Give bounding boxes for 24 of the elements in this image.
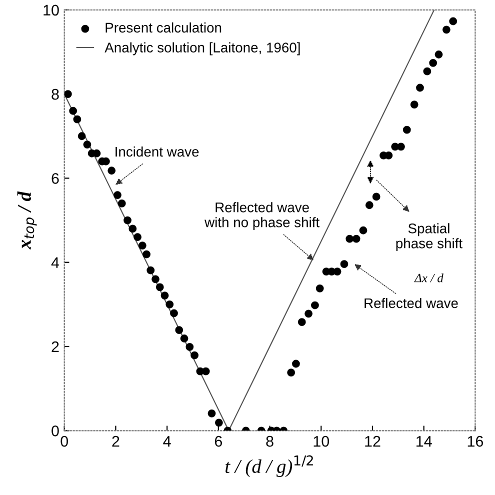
y-tick-label: 10	[44, 4, 59, 16]
x-tick-label: 12	[365, 436, 380, 447]
y-tick-label: 0	[52, 426, 59, 436]
y-tick-label: 6	[52, 173, 59, 184]
y-tick-label: 4	[51, 257, 60, 268]
x-tick-label: 4	[163, 436, 171, 447]
x-tick-label: 0	[60, 436, 68, 447]
annotation: Spatial phase shift	[396, 223, 462, 252]
y-axis-title: x$_{top}$ / d	[17, 191, 37, 250]
annotation: Δx / d	[414, 274, 444, 282]
annotation: Reflected wave	[364, 298, 458, 308]
x-tick-label: 8	[266, 436, 274, 447]
legend-label: Present calculation	[106, 22, 222, 33]
x-tick-label: 6	[214, 436, 222, 447]
x-tick-label: 14	[416, 436, 432, 447]
x-axis-title: t / (d / g)$^{1/2}$	[226, 455, 313, 477]
annotation: Incident wave	[116, 146, 199, 157]
x-tick-label: 2	[112, 436, 120, 447]
legend-label: Analytic solution [Laitone, 1960]	[104, 42, 300, 56]
x-tick-label: 16	[468, 436, 484, 447]
y-tick-label: 2	[52, 341, 59, 352]
annotation: Reflected wave with no phase shift	[204, 202, 320, 230]
y-tick-label: 8	[52, 88, 59, 100]
x-tick-label: 10	[314, 436, 330, 447]
